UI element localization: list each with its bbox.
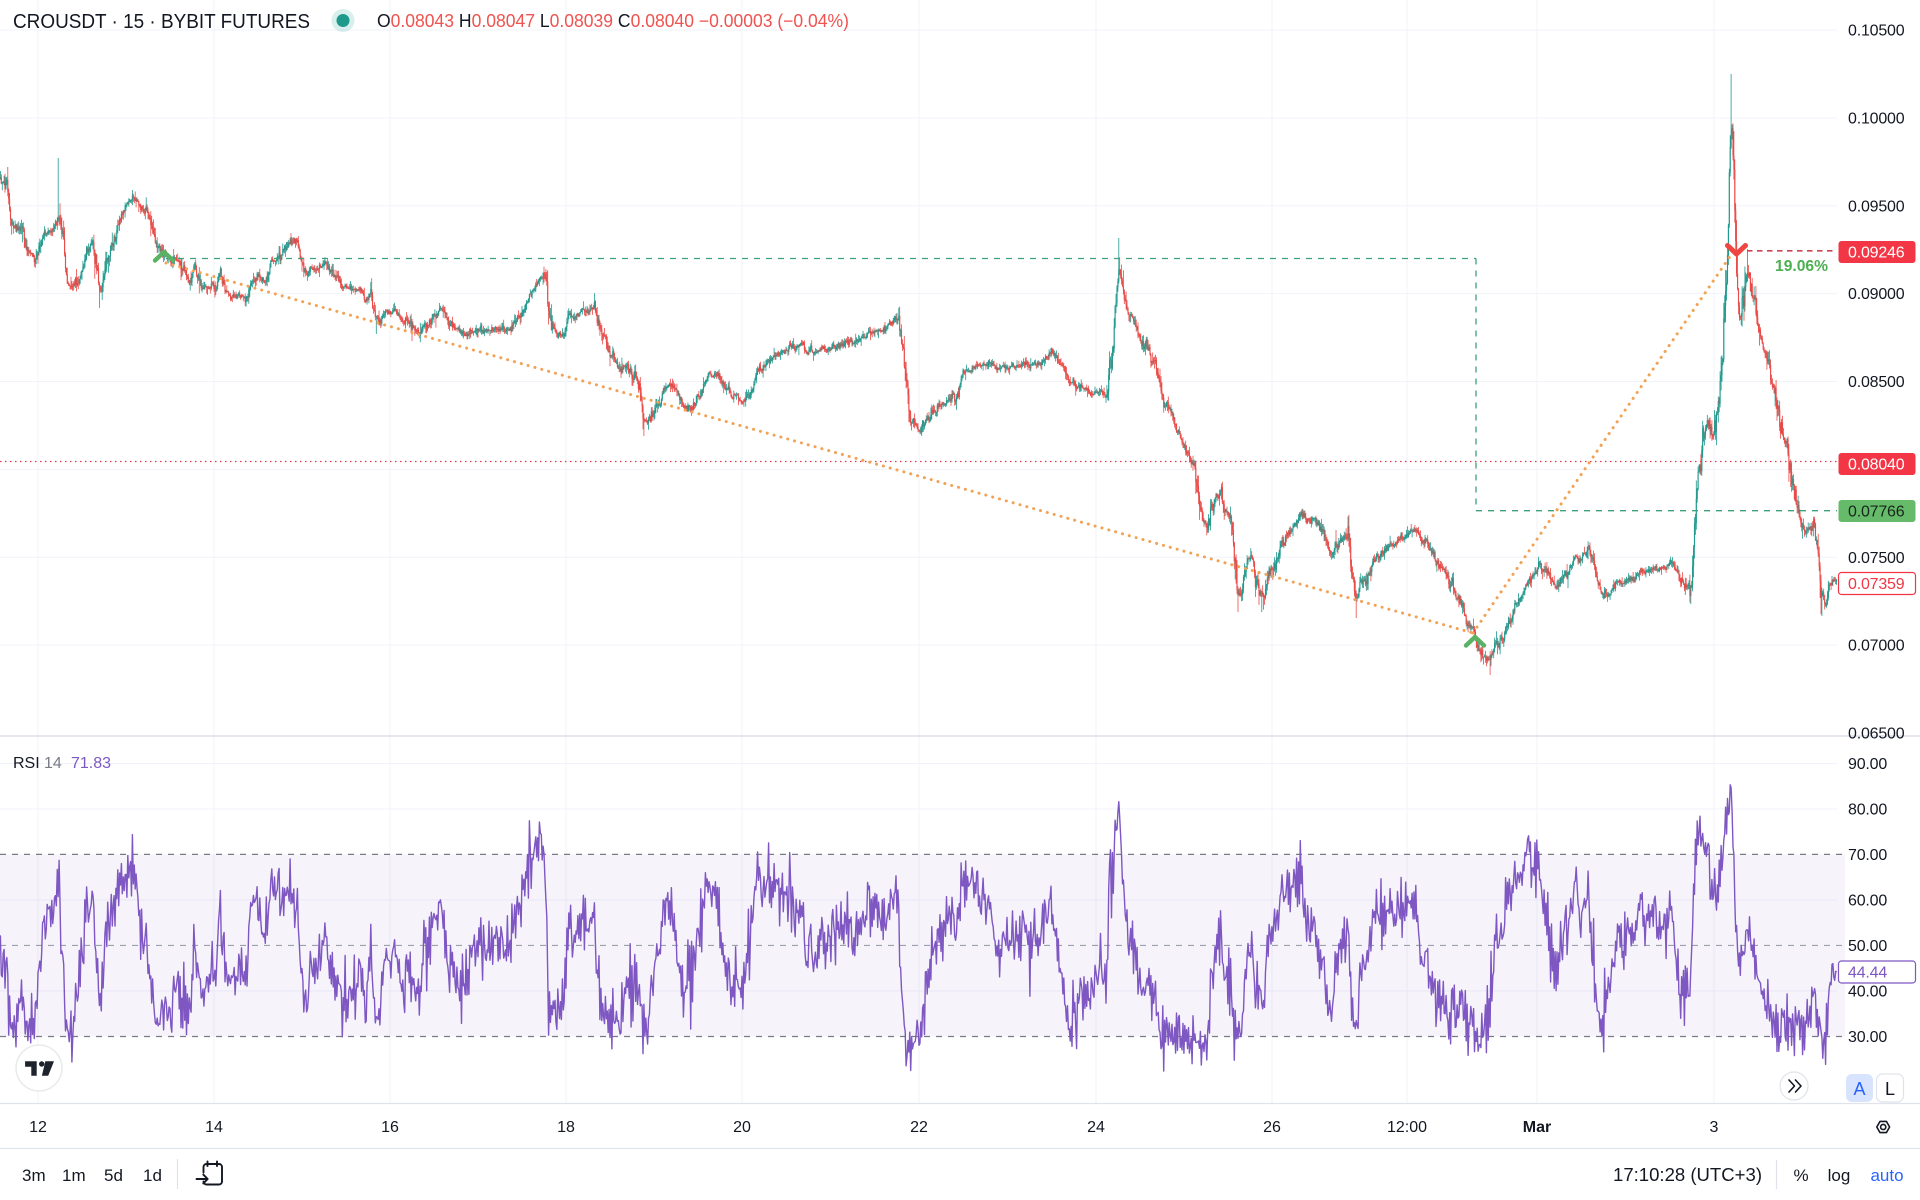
- svg-text:1d: 1d: [143, 1166, 162, 1185]
- svg-text:50.00: 50.00: [1848, 938, 1887, 955]
- svg-text:0.07766: 0.07766: [1848, 504, 1905, 521]
- svg-text:24: 24: [1087, 1119, 1105, 1136]
- svg-text:18: 18: [557, 1119, 575, 1136]
- svg-text:0.10500: 0.10500: [1848, 23, 1905, 40]
- svg-text:CROUSDT · 15 · BYBIT FUTURES: CROUSDT · 15 · BYBIT FUTURES: [13, 11, 310, 33]
- svg-text:19.06%: 19.06%: [1775, 258, 1828, 275]
- svg-text:0.08040: 0.08040: [1848, 457, 1905, 474]
- svg-text:22: 22: [910, 1119, 928, 1136]
- svg-text:12:00: 12:00: [1387, 1119, 1427, 1136]
- svg-text:60.00: 60.00: [1848, 893, 1887, 910]
- svg-text:Mar: Mar: [1523, 1119, 1551, 1136]
- svg-text:44.44: 44.44: [1848, 965, 1887, 982]
- svg-text:12: 12: [29, 1119, 47, 1136]
- svg-text:%: %: [1793, 1166, 1808, 1185]
- svg-text:0.10000: 0.10000: [1848, 111, 1905, 128]
- svg-text:40.00: 40.00: [1848, 984, 1887, 1001]
- svg-text:3m: 3m: [22, 1166, 46, 1185]
- svg-text:0.07359: 0.07359: [1848, 576, 1905, 593]
- svg-text:14: 14: [205, 1119, 223, 1136]
- svg-text:RSI: RSI: [13, 755, 40, 772]
- svg-text:0.07000: 0.07000: [1848, 638, 1905, 655]
- svg-text:14: 14: [44, 755, 62, 772]
- svg-text:3: 3: [1710, 1119, 1719, 1136]
- svg-text:1m: 1m: [62, 1166, 86, 1185]
- svg-text:5d: 5d: [104, 1166, 123, 1185]
- svg-text:O0.08043 H0.08047 L0.08039 C0.: O0.08043 H0.08047 L0.08039 C0.08040 −0.0…: [377, 11, 849, 31]
- svg-text:0.07500: 0.07500: [1848, 550, 1905, 567]
- svg-text:80.00: 80.00: [1848, 802, 1887, 819]
- svg-text:70.00: 70.00: [1848, 847, 1887, 864]
- svg-text:0.09000: 0.09000: [1848, 286, 1905, 303]
- svg-text:0.08500: 0.08500: [1848, 374, 1905, 391]
- svg-text:A: A: [1853, 1079, 1865, 1099]
- svg-text:20: 20: [733, 1119, 751, 1136]
- svg-text:L: L: [1885, 1079, 1895, 1099]
- svg-text:30.00: 30.00: [1848, 1029, 1887, 1046]
- svg-text:90.00: 90.00: [1848, 756, 1887, 773]
- svg-text:0.09246: 0.09246: [1848, 245, 1905, 262]
- svg-text:16: 16: [381, 1119, 399, 1136]
- svg-text:0.06500: 0.06500: [1848, 726, 1905, 743]
- svg-text:auto: auto: [1870, 1166, 1903, 1185]
- svg-text:26: 26: [1263, 1119, 1281, 1136]
- svg-text:log: log: [1828, 1166, 1851, 1185]
- svg-text:71.83: 71.83: [71, 755, 111, 772]
- svg-text:17:10:28 (UTC+3): 17:10:28 (UTC+3): [1613, 1165, 1762, 1185]
- svg-text:0.09500: 0.09500: [1848, 198, 1905, 215]
